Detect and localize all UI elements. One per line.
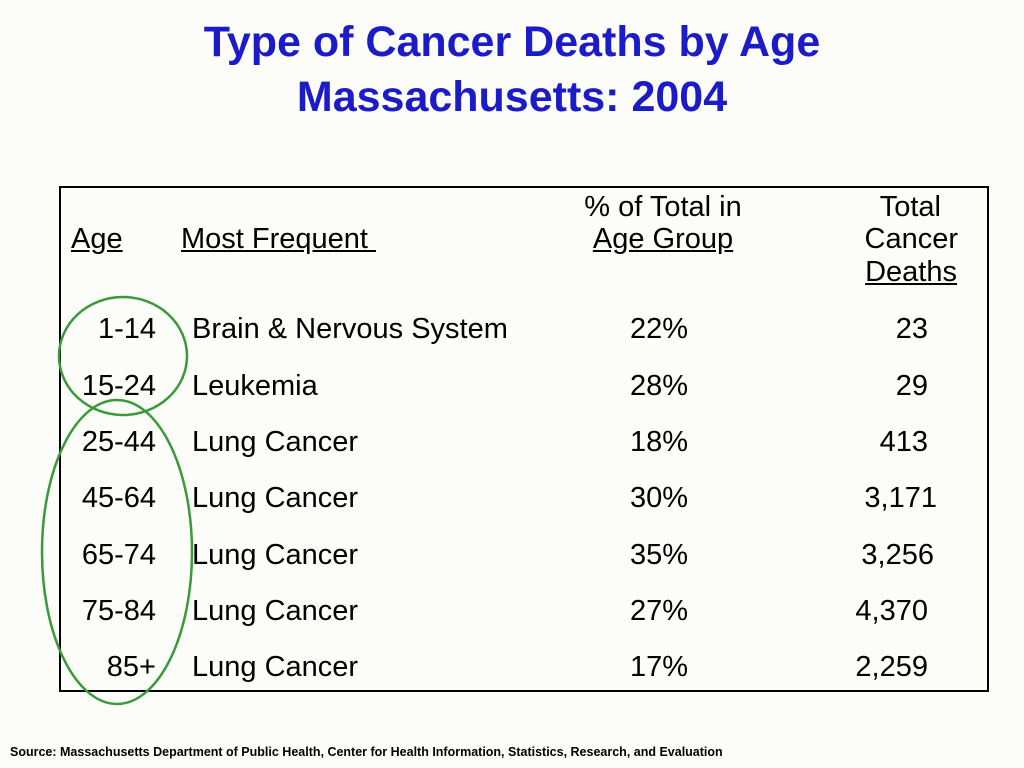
deaths-cell: 3,256 <box>861 539 934 571</box>
header-total-line2: Cancer <box>864 223 959 255</box>
age-cell: 85+ <box>106 651 156 683</box>
age-cell: 15-24 <box>81 370 156 402</box>
cancer-type-cell: Brain & Nervous System <box>192 313 508 345</box>
deaths-cell: 3,171 <box>864 482 937 514</box>
cancer-type-cell: Lung Cancer <box>192 595 359 627</box>
source-note: Source: Massachusetts Department of Publ… <box>10 745 723 759</box>
age-cell: 45-64 <box>81 482 156 514</box>
percent-cell: 22% <box>630 313 689 345</box>
age-cell: 65-74 <box>81 539 156 571</box>
percent-cell: 27% <box>630 595 689 627</box>
deaths-cell: 4,370 <box>855 595 928 627</box>
page-title-line-2: Massachusetts: 2004 <box>296 73 728 121</box>
page-title-line-1: Type of Cancer Deaths by Age <box>203 18 821 66</box>
age-cell: 1-14 <box>97 313 156 345</box>
cancer-type-cell: Lung Cancer <box>192 482 359 514</box>
percent-cell: 30% <box>630 482 689 514</box>
percent-cell: 35% <box>630 539 689 571</box>
deaths-cell: 29 <box>895 370 928 402</box>
cancer-type-cell: Leukemia <box>192 370 318 402</box>
header-pct-line1: % of Total in <box>584 191 742 223</box>
percent-cell: 17% <box>630 651 689 683</box>
age-cell: 25-44 <box>81 426 156 458</box>
header-total-line1: Total <box>879 191 941 223</box>
deaths-cell: 413 <box>879 426 928 458</box>
deaths-cell: 2,259 <box>855 651 928 683</box>
age-cell: 75-84 <box>81 595 156 627</box>
percent-cell: 28% <box>630 370 689 402</box>
header-most-frequent: Most Frequent <box>181 223 377 255</box>
header-pct-line2: Age Group <box>592 223 734 255</box>
cancer-type-cell: Lung Cancer <box>192 539 359 571</box>
cancer-type-cell: Lung Cancer <box>192 426 359 458</box>
percent-cell: 18% <box>630 426 689 458</box>
header-age: Age <box>71 223 123 255</box>
cancer-type-cell: Lung Cancer <box>192 651 359 683</box>
header-total-line3: Deaths <box>865 256 957 288</box>
deaths-cell: 23 <box>895 313 928 345</box>
